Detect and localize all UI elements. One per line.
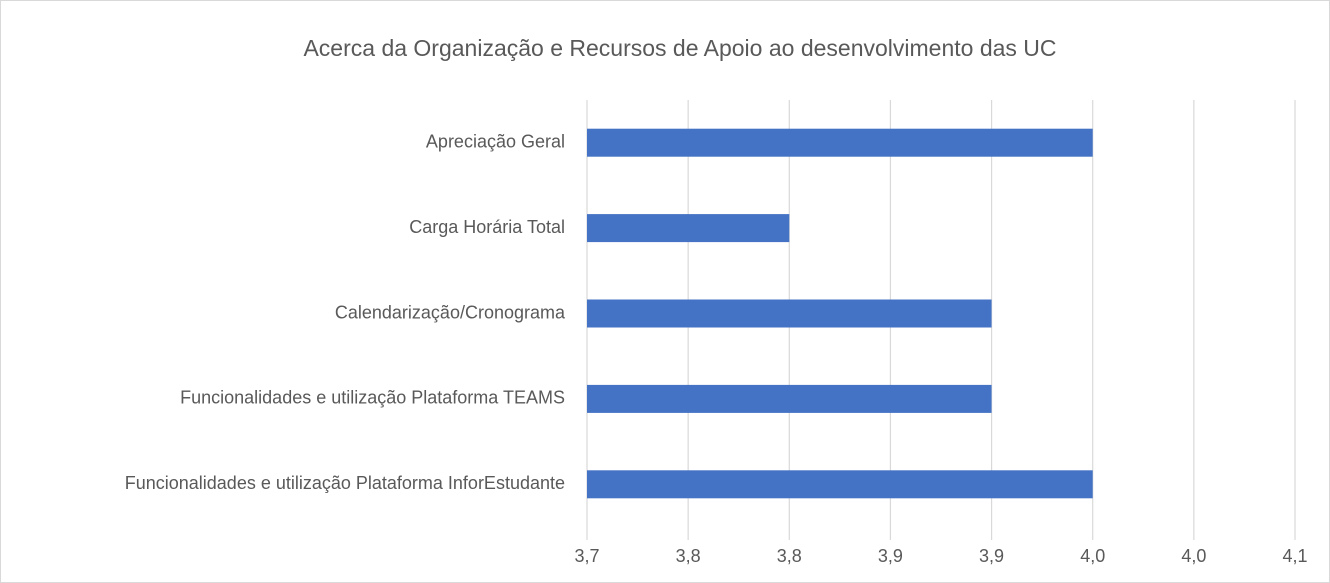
y-tick-label: Apreciação Geral bbox=[426, 131, 565, 151]
y-tick-label: Calendarização/Cronograma bbox=[335, 302, 566, 322]
bar bbox=[587, 384, 992, 413]
x-tick-label: 4,0 bbox=[1181, 546, 1206, 566]
x-tick-label: 3,7 bbox=[574, 546, 599, 566]
x-tick-label: 4,0 bbox=[1080, 546, 1105, 566]
chart-title: Acerca da Organização e Recursos de Apoi… bbox=[303, 35, 1056, 61]
y-tick-label: Carga Horária Total bbox=[409, 217, 565, 237]
bar bbox=[587, 299, 992, 328]
x-tick-label: 3,8 bbox=[777, 546, 802, 566]
bar bbox=[587, 470, 1093, 499]
y-tick-label: Funcionalidades e utilização Plataforma … bbox=[125, 473, 565, 493]
y-tick-label: Funcionalidades e utilização Plataforma … bbox=[180, 388, 565, 408]
x-tick-label: 4,1 bbox=[1282, 546, 1307, 566]
x-tick-label: 3,8 bbox=[676, 546, 701, 566]
bar bbox=[587, 128, 1093, 157]
x-tick-label: 3,9 bbox=[979, 546, 1004, 566]
x-tick-label: 3,9 bbox=[878, 546, 903, 566]
bar bbox=[587, 214, 790, 243]
